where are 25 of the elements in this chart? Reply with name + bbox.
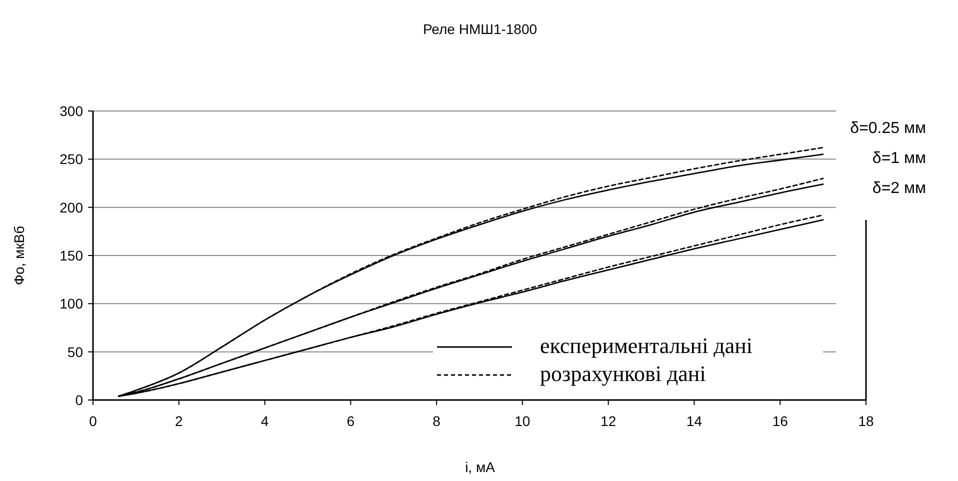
y-tick-label: 300 (60, 103, 84, 119)
annotation: δ=0.25 мм (850, 120, 926, 137)
y-tick-label: 200 (60, 199, 84, 216)
text: δ=2 мм (872, 180, 926, 197)
y-tick-label: 50 (67, 344, 84, 360)
x-tick-label: 0 (89, 413, 98, 429)
x-tick-label: 12 (600, 413, 616, 429)
x-tick-label: 14 (686, 413, 702, 429)
legend-label: експериментальні дані (540, 333, 753, 358)
x-tick-label: 2 (174, 413, 183, 429)
text: δ=1 мм (872, 150, 926, 167)
x-tick-label: 10 (514, 413, 530, 429)
x-axis-title: і, мА (465, 459, 496, 475)
y-tick-label: 100 (60, 296, 84, 312)
x-tick-label: 4 (260, 413, 269, 429)
y-tick-label: 150 (60, 248, 84, 264)
x-tick-label: 18 (858, 413, 874, 429)
y-tick-label: 250 (60, 151, 84, 168)
legend-label: розрахункові дані (540, 361, 706, 386)
x-tick-label: 8 (432, 413, 441, 429)
y-axis-title: Фо, мкВб (11, 226, 27, 286)
x-tick-label: 6 (346, 413, 355, 429)
chart-title: Реле НМШ1-1800 (422, 21, 538, 37)
x-tick-label: 16 (772, 413, 788, 429)
y-tick-label: 0 (75, 392, 84, 408)
